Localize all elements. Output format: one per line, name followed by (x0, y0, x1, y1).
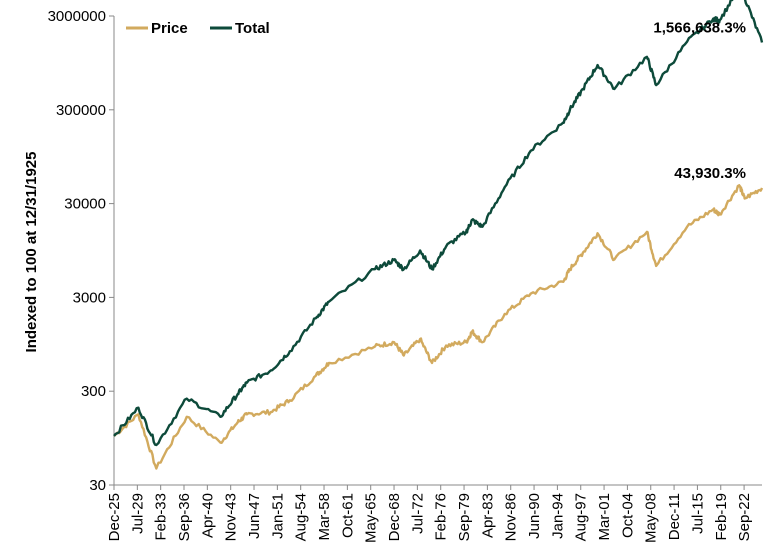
annotations: 1,566,638.3% 43,930.3% (653, 19, 746, 182)
x-tick-label: Sep-22 (736, 493, 753, 541)
x-tick-label: Mar-58 (316, 493, 333, 541)
legend-label-total: Total (235, 20, 270, 37)
x-tick-label: Mar-01 (596, 493, 613, 541)
legend-label-price: Price (151, 20, 188, 37)
y-tick-label: 30000 (64, 196, 106, 213)
x-tick-label: Sep-79 (456, 493, 473, 541)
x-tick-label: Sep-36 (176, 493, 193, 541)
x-tick-label: Dec-11 (666, 493, 683, 540)
x-tick-label: Apr-40 (199, 493, 216, 538)
x-tick-label: Dec-68 (386, 493, 403, 541)
end-value-annotation-price: 43,930.3% (674, 165, 746, 182)
x-tick-label: Nov-86 (503, 493, 520, 541)
y-tick-label: 300000 (56, 102, 106, 119)
x-tick-label: Aug-54 (293, 493, 310, 541)
x-tick-label: Feb-76 (433, 493, 450, 541)
plot-lines (113, 0, 764, 470)
end-value-annotation-total: 1,566,638.3% (653, 19, 746, 36)
x-tick-label: Feb-33 (153, 493, 170, 541)
series-line-price (113, 184, 764, 470)
x-tick-label: Dec-25 (106, 493, 123, 541)
x-axis: Dec-25 Jul-29 Feb-33 Sep-36 Apr-40 Nov-43 Jun-… (106, 484, 762, 543)
x-tick-label: Jan-94 (549, 493, 566, 539)
x-tick-label: Oct-04 (619, 493, 636, 538)
x-tick-label: Jan-51 (269, 493, 286, 539)
series-line-total (113, 0, 764, 447)
y-tick-label: 300 (81, 383, 106, 400)
y-tick-label: 30 (89, 477, 106, 494)
y-axis: 30 300 3000 30000 300000 3000000 (48, 8, 115, 494)
y-tick-label: 3000 (73, 289, 106, 306)
x-tick-label: Feb-19 (713, 493, 730, 541)
x-tick-label: Apr-83 (479, 493, 496, 538)
x-tick-label: Aug-97 (573, 493, 590, 541)
y-axis-label: Indexed to 100 at 12/31/1925 (23, 152, 40, 353)
x-tick-label: May-65 (363, 493, 380, 543)
x-tick-label: Oct-61 (339, 493, 356, 538)
legend: Price Total (126, 20, 270, 37)
x-tick-label: May-08 (643, 493, 660, 543)
y-tick-label: 3000000 (48, 8, 106, 25)
x-tick-label: Nov-43 (223, 493, 240, 541)
x-tick-label: Jul-29 (129, 493, 146, 534)
x-tick-label: Jun-47 (246, 493, 263, 539)
x-tick-label: Jul-15 (689, 493, 706, 534)
x-tick-label: Jun-90 (526, 493, 543, 539)
x-tick-label: Jul-72 (409, 493, 426, 534)
